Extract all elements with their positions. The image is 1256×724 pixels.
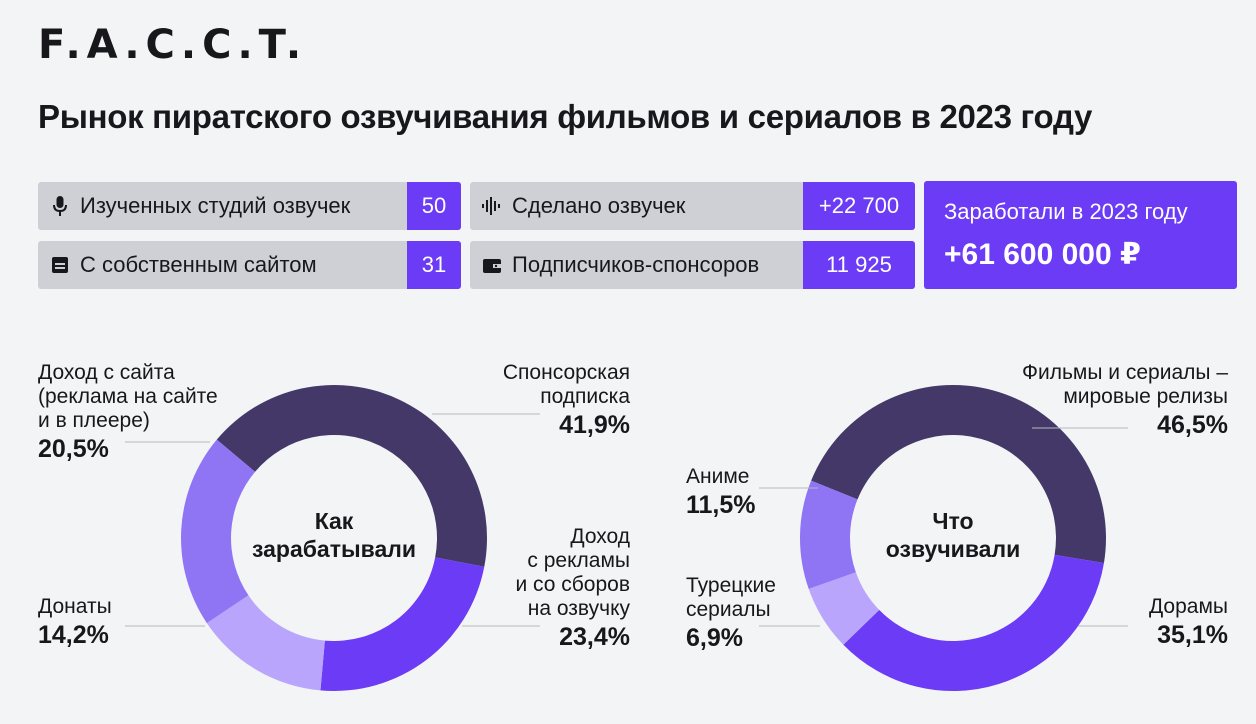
label-income-donate: Донаты 14,2% xyxy=(38,595,112,651)
label-content-films: Фильмы и сериалы – мировые релизы 46,5% xyxy=(1022,361,1228,441)
donut-0-slice-2 xyxy=(206,595,325,691)
stat-subscribers-value: 11 925 xyxy=(803,241,915,289)
stat-studios: Изученных студий озвучек 50 xyxy=(38,182,461,230)
label-content-dorama-text: Дорамы xyxy=(1148,595,1228,618)
label-income-ads-pct: 23,4% xyxy=(559,623,630,651)
stat-subscribers: Подписчиков-спонсоров 11 925 xyxy=(470,241,915,289)
stat-studios-label: Изученных студий озвучек xyxy=(80,193,351,218)
stat-own-site: С собственным сайтом 31 xyxy=(38,241,461,289)
stat-dubs-label: Сделано озвучек xyxy=(512,193,686,218)
wallet-icon xyxy=(482,255,502,275)
donut-1-slice-2 xyxy=(808,572,880,645)
stat-dubs-value: +22 700 xyxy=(803,182,915,230)
browser-window-icon xyxy=(50,255,70,275)
label-income-donate-pct: 14,2% xyxy=(38,621,109,649)
stat-dubs: Сделано озвучек +22 700 xyxy=(470,182,915,230)
label-income-site-text: Доход с сайта (реклама на сайте и в плее… xyxy=(38,361,218,432)
brand-logo: F.A.C.C.T. xyxy=(38,22,308,68)
donut-0-slice-3 xyxy=(180,439,256,624)
donut-income xyxy=(180,385,487,691)
label-content-turkish-text: Турецкие сериалы xyxy=(686,574,776,621)
label-content-turkish-pct: 6,9% xyxy=(686,624,743,652)
label-income-donate-text: Донаты xyxy=(38,595,112,618)
donut-1-slice-3 xyxy=(800,480,858,589)
stat-own-site-value: 31 xyxy=(407,241,461,289)
label-content-films-text: Фильмы и сериалы – мировые релизы xyxy=(1022,361,1228,408)
chart-content-title: Что озвучивали xyxy=(885,508,1021,562)
donut-1-slice-0 xyxy=(811,384,1106,563)
label-income-sponsor-text: Спонсорская подписка xyxy=(502,361,630,408)
stat-own-site-label: С собственным сайтом xyxy=(80,252,317,277)
earned-value: +61 600 000 ₽ xyxy=(944,238,1141,271)
label-income-sponsor-pct: 41,9% xyxy=(559,411,630,439)
donut-0-slice-0 xyxy=(216,385,487,567)
donut-content xyxy=(800,384,1106,692)
chart-income-title: Как зарабатывали xyxy=(251,508,417,562)
label-income-site: Доход с сайта (реклама на сайте и в плее… xyxy=(38,361,218,465)
stat-studios-value: 50 xyxy=(407,182,461,230)
donut-1-slice-1 xyxy=(843,554,1104,692)
label-content-films-pct: 46,5% xyxy=(1157,411,1228,439)
label-income-ads: Доход с рекламы и со сборов на озвучку 23… xyxy=(515,525,630,653)
label-income-sponsor: Спонсорская подписка 41,9% xyxy=(503,361,630,441)
donut-0-slice-1 xyxy=(320,557,485,691)
label-content-anime-pct: 11,5% xyxy=(686,491,756,519)
label-income-site-pct: 20,5% xyxy=(38,435,109,463)
earned-label: Заработали в 2023 году xyxy=(944,199,1188,224)
stat-subscribers-label: Подписчиков-спонсоров xyxy=(512,252,760,277)
label-content-dorama-pct: 35,1% xyxy=(1157,621,1228,649)
leader-lines xyxy=(125,413,1128,627)
label-content-anime-text: Аниме xyxy=(686,465,750,488)
page-title: Рынок пиратского озвучивания фильмов и с… xyxy=(38,98,1093,135)
label-content-anime: Аниме 11,5% xyxy=(686,465,756,521)
label-content-turkish: Турецкие сериалы 6,9% xyxy=(686,574,776,654)
label-income-ads-text: Доход с рекламы и со сборов на озвучку xyxy=(515,525,630,620)
microphone-icon xyxy=(50,196,70,216)
sound-wave-icon xyxy=(482,196,502,216)
label-content-dorama: Дорамы 35,1% xyxy=(1149,595,1228,651)
earned-card: Заработали в 2023 году +61 600 000 ₽ xyxy=(924,181,1237,289)
